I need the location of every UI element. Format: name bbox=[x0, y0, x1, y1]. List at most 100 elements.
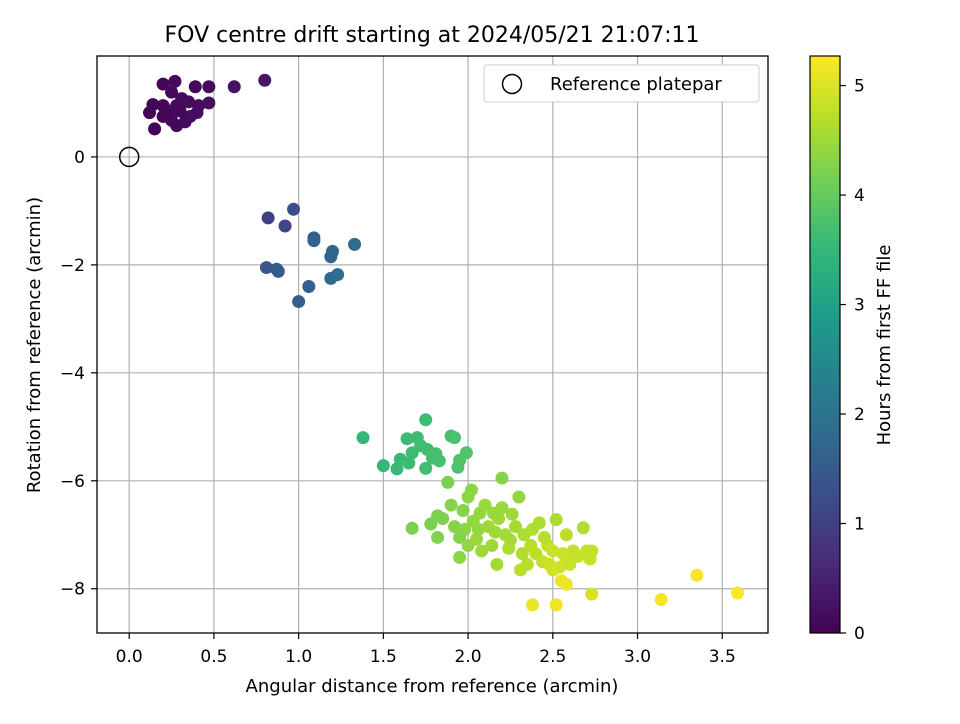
x-axis-ticks: 0.0 0.5 1.0 1.5 2.0 2.5 3.0 3.5 bbox=[116, 633, 736, 667]
data-point bbox=[559, 528, 573, 542]
data-point bbox=[348, 237, 362, 251]
data-point bbox=[585, 544, 599, 558]
data-point bbox=[453, 530, 467, 544]
x-tick-label: 3.5 bbox=[709, 647, 736, 667]
data-point bbox=[731, 586, 744, 600]
data-point bbox=[356, 431, 370, 445]
data-point bbox=[509, 520, 523, 534]
data-point bbox=[188, 80, 202, 94]
colorbar-tick-label: 4 bbox=[854, 186, 865, 206]
data-point bbox=[165, 85, 179, 99]
colorbar-ticks: 0 1 2 3 4 5 bbox=[840, 77, 865, 644]
data-point bbox=[402, 456, 416, 470]
reference-platepar-marker bbox=[118, 146, 140, 168]
data-point bbox=[515, 547, 529, 561]
data-point bbox=[461, 539, 475, 553]
x-tick-label: 0.0 bbox=[116, 647, 143, 667]
y-tick-label: −4 bbox=[60, 364, 85, 384]
data-point bbox=[559, 577, 573, 591]
data-point bbox=[431, 530, 445, 544]
colorbar-gradient bbox=[809, 55, 841, 634]
x-tick-label: 3.0 bbox=[624, 647, 651, 667]
data-point bbox=[432, 454, 446, 468]
x-tick-label: 1.0 bbox=[285, 647, 312, 667]
data-point bbox=[503, 533, 517, 547]
colorbar-tick-label: 2 bbox=[854, 405, 865, 425]
legend-box bbox=[483, 64, 760, 103]
colorbar-label: Hours from first FF file bbox=[874, 245, 895, 446]
data-point bbox=[495, 471, 509, 485]
data-point bbox=[143, 106, 157, 120]
x-tick-label: 1.5 bbox=[370, 647, 397, 667]
data-point bbox=[183, 109, 197, 123]
data-point bbox=[258, 73, 272, 87]
data-point bbox=[485, 539, 499, 553]
data-point bbox=[448, 520, 462, 534]
y-tick-label: 0 bbox=[74, 148, 85, 168]
y-tick-label: −2 bbox=[60, 256, 85, 276]
chart-title: FOV centre drift starting at 2024/05/21 … bbox=[165, 23, 700, 48]
y-axis-ticks: 0 −2 −4 −6 −8 bbox=[60, 148, 97, 600]
data-point bbox=[307, 234, 321, 248]
data-point bbox=[549, 513, 563, 527]
colorbar-tick-label: 5 bbox=[854, 77, 865, 97]
data-point bbox=[464, 483, 478, 497]
grid-lines bbox=[97, 56, 768, 633]
data-point bbox=[156, 109, 170, 123]
data-point bbox=[405, 521, 419, 535]
colorbar-tick-label: 1 bbox=[854, 515, 865, 535]
legend: Reference platepar bbox=[483, 64, 760, 103]
data-point bbox=[488, 525, 502, 539]
data-point bbox=[302, 279, 316, 293]
data-point bbox=[227, 80, 241, 94]
y-axis-label: Rotation from reference (arcmin) bbox=[24, 197, 45, 493]
data-point bbox=[525, 598, 539, 612]
data-point bbox=[278, 219, 292, 233]
data-point bbox=[444, 498, 458, 512]
data-point bbox=[654, 593, 668, 607]
data-point bbox=[505, 507, 519, 521]
data-point bbox=[549, 598, 563, 612]
y-tick-label: −6 bbox=[60, 472, 85, 492]
data-point bbox=[419, 413, 433, 427]
data-point bbox=[520, 557, 534, 571]
data-point bbox=[471, 522, 485, 536]
data-point bbox=[202, 96, 216, 110]
data-point bbox=[173, 104, 187, 118]
colorbar: 0 1 2 3 4 5 Hours from first FF file bbox=[809, 55, 895, 644]
data-point bbox=[287, 202, 301, 216]
x-axis-label: Angular distance from reference (arcmin) bbox=[246, 676, 619, 697]
x-tick-label: 2.0 bbox=[455, 647, 482, 667]
data-point bbox=[512, 490, 526, 504]
x-tick-label: 2.5 bbox=[539, 647, 566, 667]
data-point bbox=[532, 516, 546, 530]
plot-frame bbox=[96, 55, 769, 634]
data-point bbox=[292, 295, 306, 309]
data-points bbox=[118, 73, 744, 612]
data-point bbox=[259, 261, 273, 275]
colorbar-tick-label: 0 bbox=[854, 624, 865, 644]
data-point bbox=[441, 475, 455, 489]
data-point bbox=[490, 557, 504, 571]
data-point bbox=[475, 544, 489, 558]
x-tick-label: 0.5 bbox=[200, 647, 227, 667]
data-point bbox=[182, 95, 195, 109]
data-point bbox=[453, 550, 467, 564]
data-point bbox=[478, 498, 492, 512]
colorbar-tick-label: 3 bbox=[854, 296, 865, 316]
data-point bbox=[148, 122, 162, 136]
data-point bbox=[431, 509, 445, 523]
data-point bbox=[168, 74, 182, 88]
data-point bbox=[156, 77, 170, 91]
data-point bbox=[419, 461, 433, 475]
data-point bbox=[537, 530, 551, 544]
data-point bbox=[331, 268, 345, 282]
data-point bbox=[202, 80, 216, 94]
data-point bbox=[546, 544, 560, 558]
data-point bbox=[376, 459, 390, 473]
data-point bbox=[559, 552, 573, 566]
data-point bbox=[459, 446, 473, 460]
data-point bbox=[487, 506, 500, 520]
data-point bbox=[261, 211, 275, 225]
